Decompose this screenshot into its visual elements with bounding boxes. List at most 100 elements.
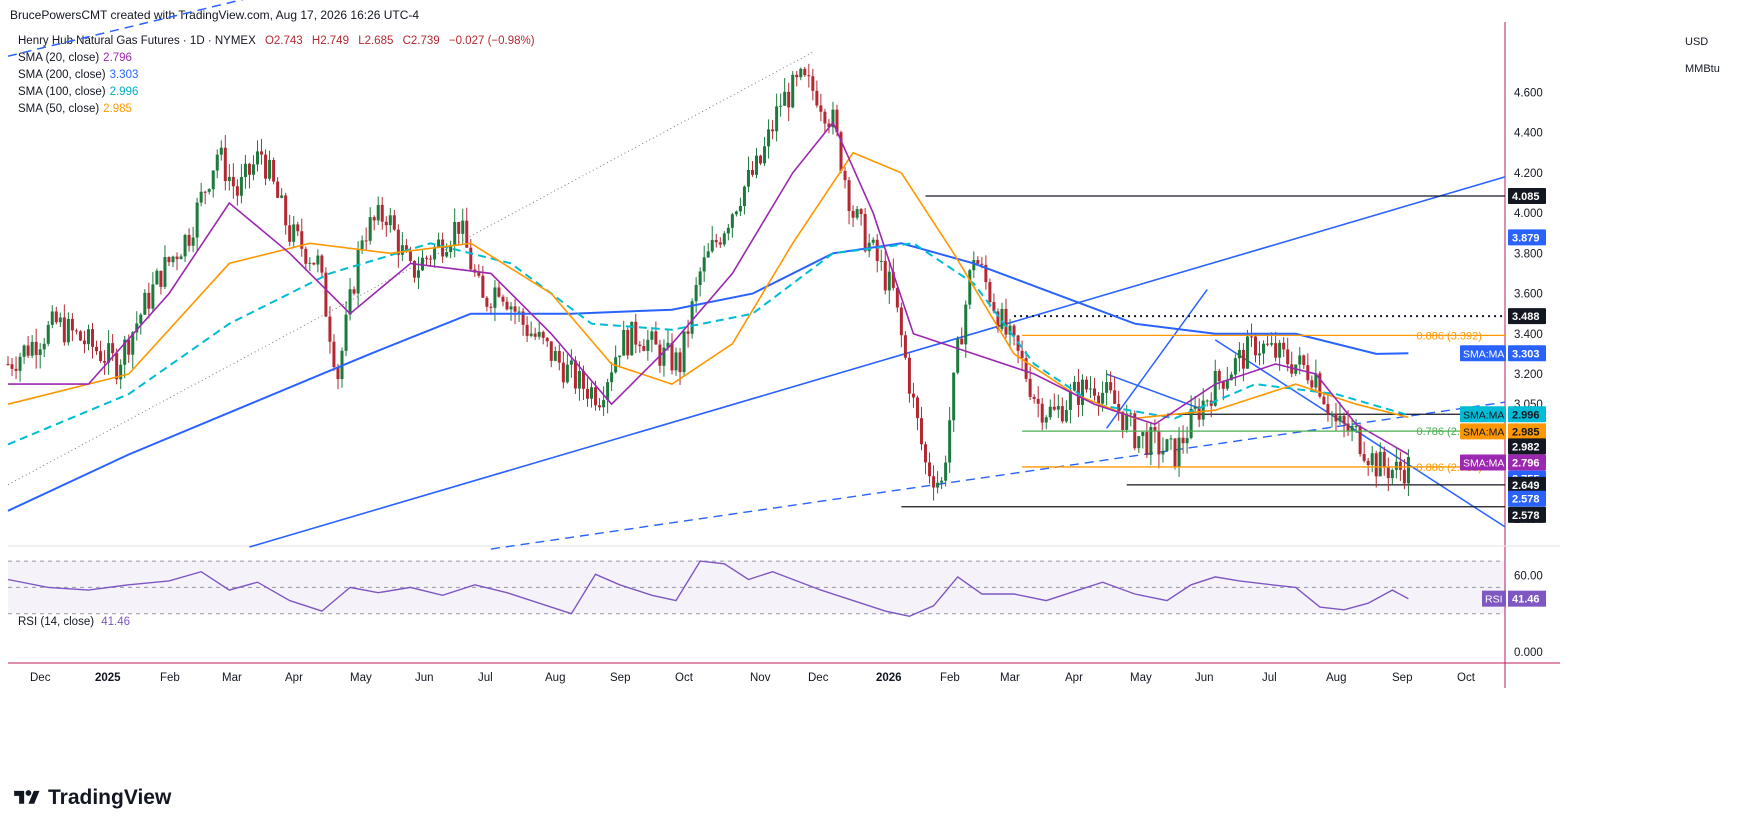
candle-body [895, 287, 899, 308]
candle-body [1032, 396, 1036, 399]
candle-body [1402, 469, 1406, 484]
time-tick: Oct [1457, 672, 1476, 684]
candle-body [489, 306, 493, 308]
candle-body [1048, 406, 1052, 418]
candle-body [734, 211, 738, 215]
candle-body [883, 260, 887, 291]
candle-body [1169, 438, 1173, 440]
indicator-value: 2.796 [103, 52, 132, 64]
candle-body [1209, 400, 1213, 406]
time-tick: Jul [478, 672, 493, 684]
indicator-sma20[interactable]: SMA (20, close) 2.796 [18, 50, 535, 67]
candle-body [211, 170, 215, 190]
candle-body [227, 176, 231, 182]
candle-body [811, 76, 815, 91]
candle-body [1245, 336, 1249, 369]
rsi-legend[interactable]: RSI (14, close) 41.46 [18, 616, 130, 628]
candle-body [807, 75, 811, 77]
indicator-sma200[interactable]: SMA (200, close) 3.303 [18, 67, 535, 84]
candle-body [404, 245, 408, 252]
candle-body [328, 316, 332, 342]
candle-body [686, 331, 690, 334]
candle-body [598, 405, 602, 408]
candle-body [517, 311, 521, 313]
candle-body [1149, 426, 1153, 455]
candle-body [988, 282, 992, 303]
indicator-sma50[interactable]: SMA (50, close) 2.985 [18, 101, 535, 118]
candle-body [851, 210, 855, 218]
tradingview-logo[interactable]: TradingView [12, 786, 171, 810]
channel-line [1106, 373, 1200, 409]
candle-body [1294, 364, 1298, 374]
candle-body [429, 258, 433, 260]
candle-body [408, 251, 412, 261]
candle-body [207, 189, 211, 192]
candle-body [682, 331, 686, 373]
candle-body [199, 191, 203, 203]
candle-body [1354, 425, 1358, 427]
candle-body [1221, 381, 1225, 389]
candle-body [256, 151, 259, 165]
ohlc-change: −0.027 (−0.98%) [448, 35, 535, 47]
candle-body [453, 221, 457, 246]
candle-body [1310, 380, 1314, 388]
candle-body [879, 260, 883, 262]
price-badge-text: 2.649 [1512, 480, 1540, 492]
time-tick: Aug [545, 672, 565, 684]
candle-body [972, 260, 976, 271]
candle-body [1084, 379, 1088, 390]
price-badge-text: 2.755 [1512, 474, 1540, 486]
candle-body [948, 420, 952, 463]
price-badge [1508, 506, 1546, 523]
time-tick: Apr [285, 672, 303, 684]
time-tick: Feb [160, 672, 180, 684]
candle-body [368, 217, 372, 241]
candle-body [573, 360, 577, 389]
candle-body [1398, 461, 1402, 470]
candle-body [30, 341, 34, 356]
axis-unit[interactable]: MMBtu [1685, 63, 1720, 75]
candle-body [626, 329, 630, 356]
candle-body [392, 215, 396, 230]
candle-body [561, 362, 565, 383]
candle-body [529, 333, 533, 336]
price-tick: 2.480 [1514, 514, 1543, 526]
time-tick: Nov [750, 672, 771, 684]
indicator-sma100[interactable]: SMA (100, close) 2.996 [18, 84, 535, 101]
rsi-badge [1482, 590, 1506, 607]
candle-body [537, 331, 541, 337]
candle-body [1197, 406, 1201, 420]
candle-body [99, 351, 103, 361]
candle-body [1338, 415, 1342, 422]
candle-body [66, 318, 70, 343]
candle-body [1064, 409, 1068, 422]
candle-body [738, 206, 742, 212]
symbol-title[interactable]: Henry Hub Natural Gas Futures · 1D · NYM… [18, 35, 256, 47]
candle-body [268, 159, 272, 179]
legend-panel: Henry Hub Natural Gas Futures · 1D · NYM… [18, 33, 535, 118]
price-badge-tag-text: SMA:MA [1463, 426, 1504, 438]
candle-body [843, 170, 847, 181]
time-tick: Jun [415, 672, 434, 684]
candle-body [1298, 355, 1302, 365]
candle-body [602, 400, 606, 408]
candle-body [936, 482, 940, 488]
price-badge-text: 2.796 [1512, 458, 1540, 470]
price-badge-tag [1460, 406, 1506, 423]
candle-body [1225, 380, 1229, 389]
candle-body [1278, 342, 1282, 358]
candle-body [1213, 371, 1217, 406]
candle-body [1076, 381, 1080, 405]
ohlc-close: C2.739 [402, 35, 440, 47]
candle-body [706, 251, 710, 258]
axis-currency[interactable]: USD [1685, 36, 1709, 48]
candle-body [1262, 343, 1266, 354]
price-badge-text: 2.996 [1512, 409, 1540, 421]
candle-body [384, 221, 388, 226]
rsi-value: 41.46 [101, 616, 131, 628]
candle-body [702, 257, 706, 272]
candle-body [577, 371, 581, 389]
candle-body [1386, 467, 1390, 479]
fib-label: 0.786 (2.916) [1416, 426, 1481, 438]
